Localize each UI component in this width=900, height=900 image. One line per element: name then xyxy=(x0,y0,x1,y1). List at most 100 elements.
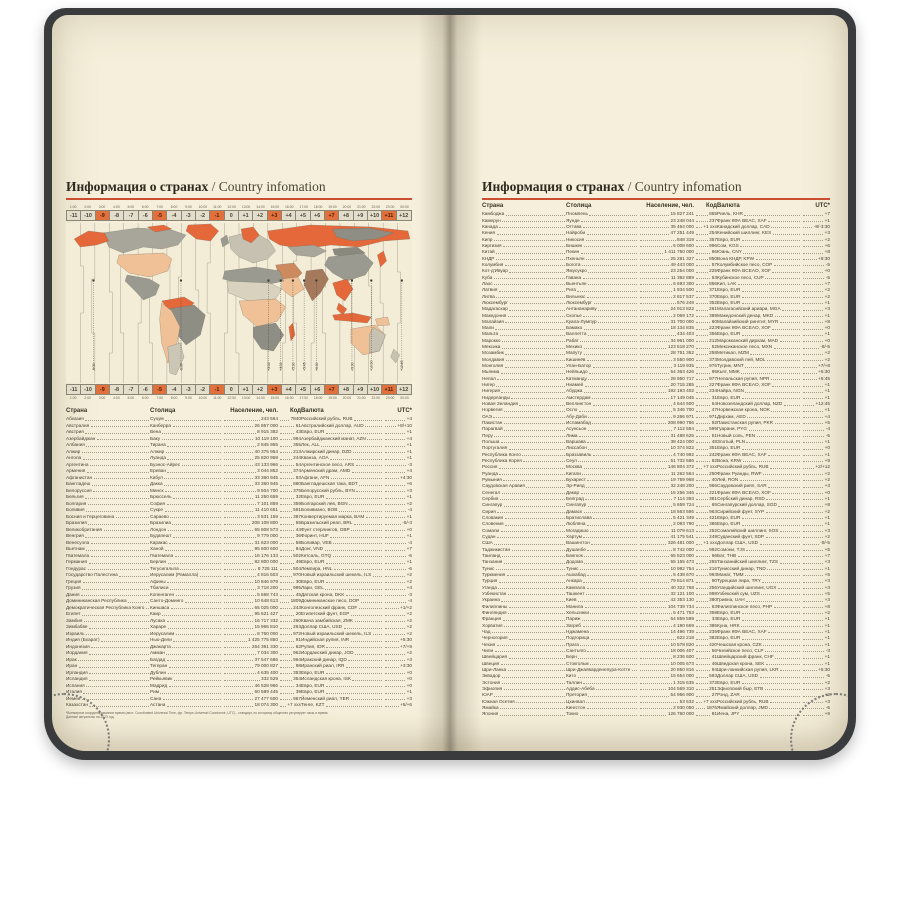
cell-text: Япония xyxy=(482,711,499,717)
cell-text: Азербайджан xyxy=(66,435,96,441)
table-cell: 95 621 427 xyxy=(222,611,278,616)
dot-leader xyxy=(802,581,824,583)
dot-leader xyxy=(223,549,254,551)
cell-text: Латвия xyxy=(482,287,498,293)
cell-text: 234 xyxy=(709,388,717,394)
table-cell: +2 xyxy=(801,237,830,242)
table-cell: 221 xyxy=(694,490,717,495)
dot-leader xyxy=(773,265,800,267)
cell-text: Ирландия xyxy=(66,669,88,675)
cell-text: Гавана xyxy=(566,274,582,280)
cell-text: Уганда xyxy=(482,584,497,590)
zone-cell: +11 xyxy=(382,211,397,220)
table-cell: Сомалийский шиллинг, SOS xyxy=(717,528,801,533)
table-cell: +3 xyxy=(801,230,830,235)
dot-leader xyxy=(639,404,672,406)
table-cell: +2 xyxy=(801,680,830,685)
timezone-zones-row: -11 -10 -9 -8 -7 -6 -5 -4 -3 -2 -1 0 +1 +2 +3 +4 +5 +6 +7 +… xyxy=(66,210,412,221)
dot-leader xyxy=(587,429,637,431)
dot-leader xyxy=(695,619,711,621)
table-cell: 1 425 775 850 xyxy=(222,637,278,642)
table-row: Латвия Рига 1 934 500 371 Евро, EUR +2 xyxy=(482,286,830,292)
dot-leader xyxy=(223,686,254,687)
table-cell: 51 732 586 xyxy=(638,458,694,463)
cell-text: +5:30 xyxy=(400,637,412,643)
table-cell: Белоруссия xyxy=(66,488,150,493)
dot-leader xyxy=(588,448,637,450)
cell-text: 4 816 503 xyxy=(257,572,278,578)
table-cell: +1 xyxy=(801,407,830,412)
time-label: 19:00 xyxy=(328,396,337,400)
table-cell: 855 xyxy=(694,211,717,216)
cell-text: +1 xyxy=(824,407,830,413)
cell-text: 5 668 743 xyxy=(257,591,278,597)
time-label: 21:00 xyxy=(357,205,366,209)
table-cell: 104 739 734 xyxy=(638,604,694,609)
dot-leader xyxy=(586,588,637,590)
time-label: 12:00 xyxy=(227,205,236,209)
cell-text: +7 xyxy=(824,552,830,558)
cell-text: Душанбе xyxy=(566,546,586,552)
dot-leader xyxy=(592,366,637,368)
dot-leader xyxy=(639,543,667,545)
dot-leader xyxy=(802,550,824,552)
cell-text: 15 966 810 xyxy=(254,624,278,630)
dot-leader xyxy=(494,436,565,438)
time-label: 14:00 xyxy=(256,396,265,400)
dot-leader xyxy=(96,439,149,440)
table-cell: 9 504 700 xyxy=(222,488,278,493)
cell-text: Румыния xyxy=(482,477,502,483)
table-cell: Доллар США, USD xyxy=(301,624,383,629)
table-cell: Никосия xyxy=(566,237,638,242)
cell-text: Евро, EUR xyxy=(717,616,741,622)
table-cell: 374 xyxy=(278,468,301,473)
dot-leader xyxy=(802,486,824,488)
dot-leader xyxy=(639,505,672,507)
cell-text: +7 ххх xyxy=(287,702,301,708)
dot-leader xyxy=(223,484,254,486)
table-cell: 20 715 285 xyxy=(638,382,694,387)
cell-text: Сараево xyxy=(150,513,169,519)
dot-leader xyxy=(223,536,256,538)
cell-text: 352 xyxy=(709,299,717,305)
time-label: 7:00 xyxy=(156,205,163,209)
table-cell: +8 xyxy=(801,604,830,609)
dot-leader xyxy=(223,588,256,590)
dot-leader xyxy=(783,404,800,406)
table-cell: Швеция xyxy=(482,661,566,666)
cell-text: +1 xyxy=(824,515,830,520)
table-cell: 6 008 600 xyxy=(638,243,694,248)
cell-text: +2 xyxy=(824,293,830,299)
table-row: Мозамбик Мапуту 28 751 362 258 Метикал, MZM +… xyxy=(482,350,830,356)
cell-text: 255 xyxy=(709,559,717,565)
dot-leader xyxy=(775,657,800,659)
cell-text: Дания xyxy=(66,591,80,597)
dot-leader xyxy=(740,246,800,248)
dot-leader xyxy=(802,531,824,533)
table-cell: +1 xyxy=(383,494,412,499)
dot-leader xyxy=(695,461,711,463)
dot-leader xyxy=(499,499,565,501)
table-cell: 992 xyxy=(694,547,717,552)
cell-text: Евро, EUR xyxy=(717,236,741,242)
continent-shapes xyxy=(73,223,411,376)
cell-text: +1 xyxy=(824,451,830,457)
cell-text: Додома xyxy=(566,559,583,565)
dot-leader xyxy=(766,499,800,501)
zone-cell: -7 xyxy=(124,385,139,394)
table-cell: 62 xyxy=(278,644,301,649)
cell-text: +2 xyxy=(824,692,830,698)
dot-leader xyxy=(579,436,637,438)
table-cell: Индонезия xyxy=(66,644,150,649)
dot-leader xyxy=(695,657,711,659)
dot-leader xyxy=(384,673,406,674)
table-cell: 252 xyxy=(694,528,717,533)
dot-leader xyxy=(695,239,708,241)
table-cell: Бразильский реал, BRL xyxy=(301,520,383,525)
cell-text: 35 464 000 xyxy=(670,223,694,229)
cell-text: Иран xyxy=(66,663,78,669)
dot-leader xyxy=(802,657,824,659)
table-cell: Япония xyxy=(482,711,566,716)
table-cell: 420 xyxy=(694,642,717,647)
time-label: 5:00 xyxy=(127,396,135,400)
